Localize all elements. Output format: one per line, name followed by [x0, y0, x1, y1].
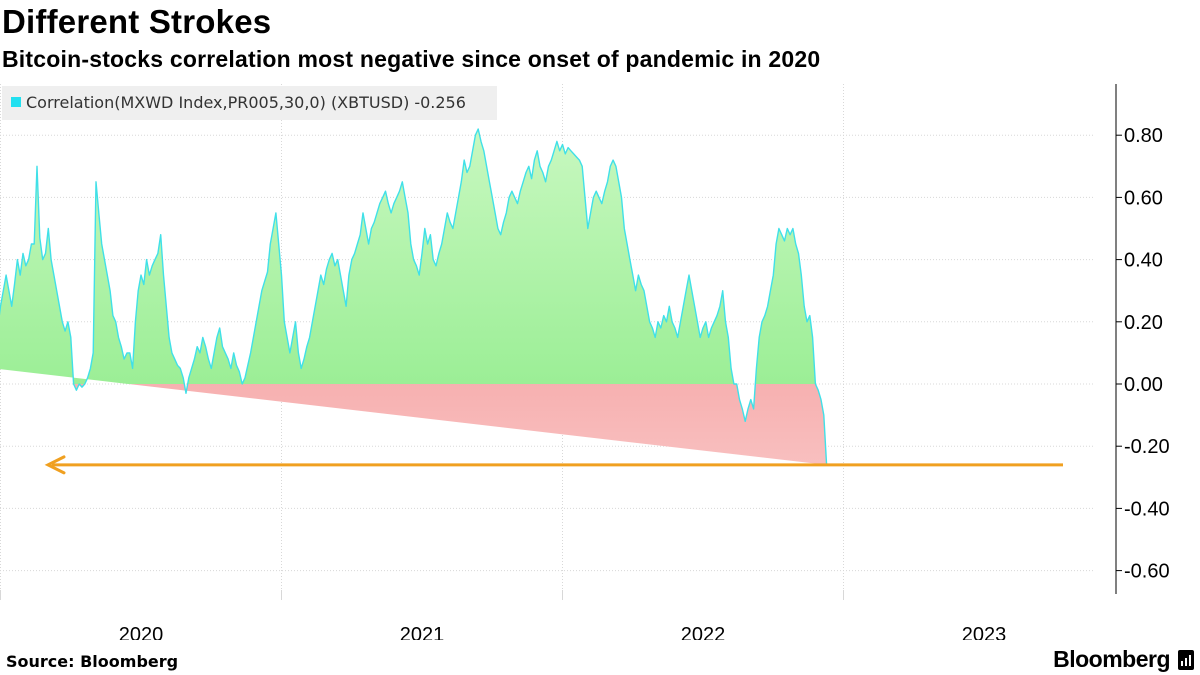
- y-tick-label: 0.00: [1124, 374, 1163, 396]
- x-tick-label: 2023: [962, 624, 1007, 640]
- y-tick-label: -0.20: [1124, 436, 1170, 458]
- x-tick-label: 2021: [400, 624, 445, 640]
- y-tick-label: 0.60: [1124, 187, 1163, 209]
- bloomberg-logo: Bloomberg: [1053, 646, 1170, 672]
- x-tick-label: 2020: [119, 624, 164, 640]
- chart-title: Different Strokes: [2, 3, 272, 40]
- correlation-series-line: [0, 128, 828, 465]
- annotation: [44, 455, 1063, 475]
- legend-label: Correlation(MXWD Index,PR005,30,0) (XBTU…: [26, 93, 466, 112]
- y-tick-label: 0.40: [1124, 250, 1163, 272]
- legend-last-value: -0.256: [414, 93, 466, 112]
- legend-series-name: Correlation(MXWD Index,PR005,30,0) (XBTU…: [26, 93, 409, 112]
- positive-area: [0, 129, 816, 384]
- annotation-arrow-head: [44, 455, 66, 475]
- y-tick-label: -0.60: [1124, 561, 1170, 583]
- legend-swatch: [11, 97, 21, 107]
- y-tick-label: -0.40: [1124, 498, 1170, 520]
- negative-area: [73, 384, 827, 465]
- y-tick-label: 0.80: [1124, 125, 1163, 147]
- x-tick-label: 2022: [681, 624, 726, 640]
- bloomberg-terminal-icon: [1178, 650, 1194, 670]
- legend-box: [2, 86, 497, 120]
- y-tick-label: 0.20: [1124, 312, 1163, 334]
- chart-subtitle: Bitcoin-stocks correlation most negative…: [2, 46, 821, 72]
- source-note: Source: Bloomberg: [6, 652, 179, 671]
- legend: Correlation(MXWD Index,PR005,30,0) (XBTU…: [2, 86, 497, 120]
- correlation-chart: Correlation(MXWD Index,PR005,30,0) (XBTU…: [0, 84, 1170, 640]
- x-axis: 2020 2021 2022 2023: [0, 590, 1007, 640]
- y-axis: 0.80 0.60 0.40 0.20 0.00 -0.20 -0.40 -0.60: [1116, 125, 1170, 583]
